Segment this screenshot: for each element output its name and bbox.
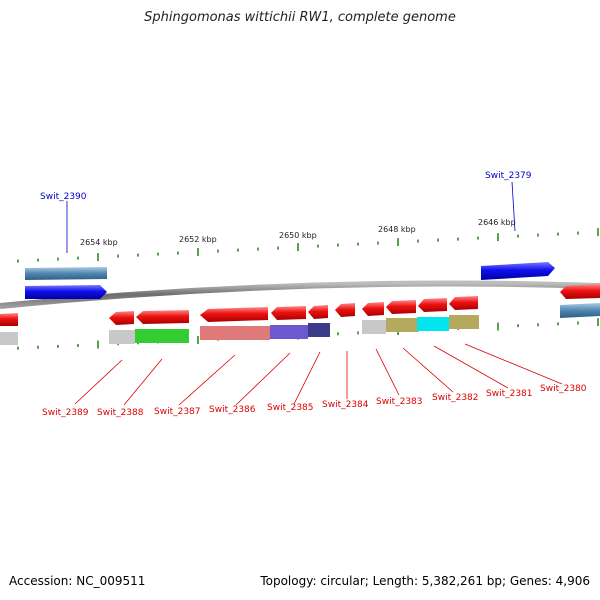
gene-swit2387 — [200, 307, 268, 322]
accession-label: Accession: — [9, 574, 77, 588]
cog-bar — [417, 317, 449, 331]
topology-value: circular — [320, 574, 365, 588]
gene-right-edge-domain — [560, 303, 600, 318]
accession-info: Accession: NC_009511 — [9, 574, 145, 588]
gene-right-edge — [560, 284, 600, 299]
gene-swit2389 — [109, 311, 134, 325]
length-label: ; Length: — [364, 574, 422, 588]
gene-swit2383 — [362, 302, 384, 316]
gene-swit2390 — [25, 285, 107, 299]
length-value: 5,382,261 bp — [421, 574, 502, 588]
scale-label: 2652 kbp — [179, 235, 217, 244]
scale-ticks-upper — [17, 228, 599, 263]
cog-bar — [308, 323, 330, 337]
gene-swit2381 — [418, 298, 447, 312]
cog-bar — [449, 315, 479, 329]
gene-swit2390-domain — [25, 267, 107, 280]
gene-label-swit2389: Swit_2389 — [42, 408, 89, 418]
cog-bar — [135, 329, 189, 343]
scale-label: 2650 kbp — [279, 231, 317, 240]
gene-label-swit2390: Swit_2390 — [40, 192, 87, 202]
gene-label-swit2383: Swit_2383 — [376, 397, 423, 407]
gene-swit2382 — [386, 300, 416, 314]
gene-label-swit2387: Swit_2387 — [154, 407, 201, 417]
genes-value: 4,906 — [555, 574, 590, 588]
gene-label-line — [511, 181, 516, 232]
cog-bar — [386, 318, 417, 332]
cog-bar — [362, 320, 386, 334]
gene-left-edge — [0, 313, 18, 326]
genes-label: ; Genes: — [502, 574, 556, 588]
gene-label-swit2385: Swit_2385 — [267, 403, 314, 413]
cog-bar — [200, 326, 270, 340]
gene-swit2386 — [271, 306, 306, 320]
scale-label: 2654 kbp — [80, 238, 118, 247]
scale-label: 2646 kbp — [478, 218, 516, 227]
gene-label-swit2381: Swit_2381 — [486, 389, 533, 399]
gene-label-swit2388: Swit_2388 — [97, 408, 144, 418]
gene-label-swit2384: Swit_2384 — [322, 400, 369, 410]
gene-swit2388 — [136, 310, 189, 324]
gene-left-edge-domain — [0, 332, 18, 345]
cog-bar — [270, 325, 308, 339]
map-title: Sphingomonas wittichii RW1, complete gen… — [144, 10, 456, 25]
genome-stats: Topology: circular; Length: 5,382,261 bp… — [260, 574, 590, 588]
accession-value: NC_009511 — [76, 574, 146, 588]
scale-label: 2648 kbp — [378, 225, 416, 234]
gene-label-swit2379: Swit_2379 — [485, 171, 532, 181]
gene-label-swit2380: Swit_2380 — [540, 384, 587, 394]
cog-bar — [109, 330, 135, 344]
gene-swit2380 — [449, 296, 478, 310]
gene-swit2379 — [481, 262, 555, 280]
gene-label-swit2386: Swit_2386 — [209, 405, 256, 415]
gene-swit2384 — [335, 303, 355, 317]
gene-label-swit2382: Swit_2382 — [432, 393, 479, 403]
gene-swit2385 — [308, 305, 328, 319]
topology-label: Topology: — [260, 574, 321, 588]
